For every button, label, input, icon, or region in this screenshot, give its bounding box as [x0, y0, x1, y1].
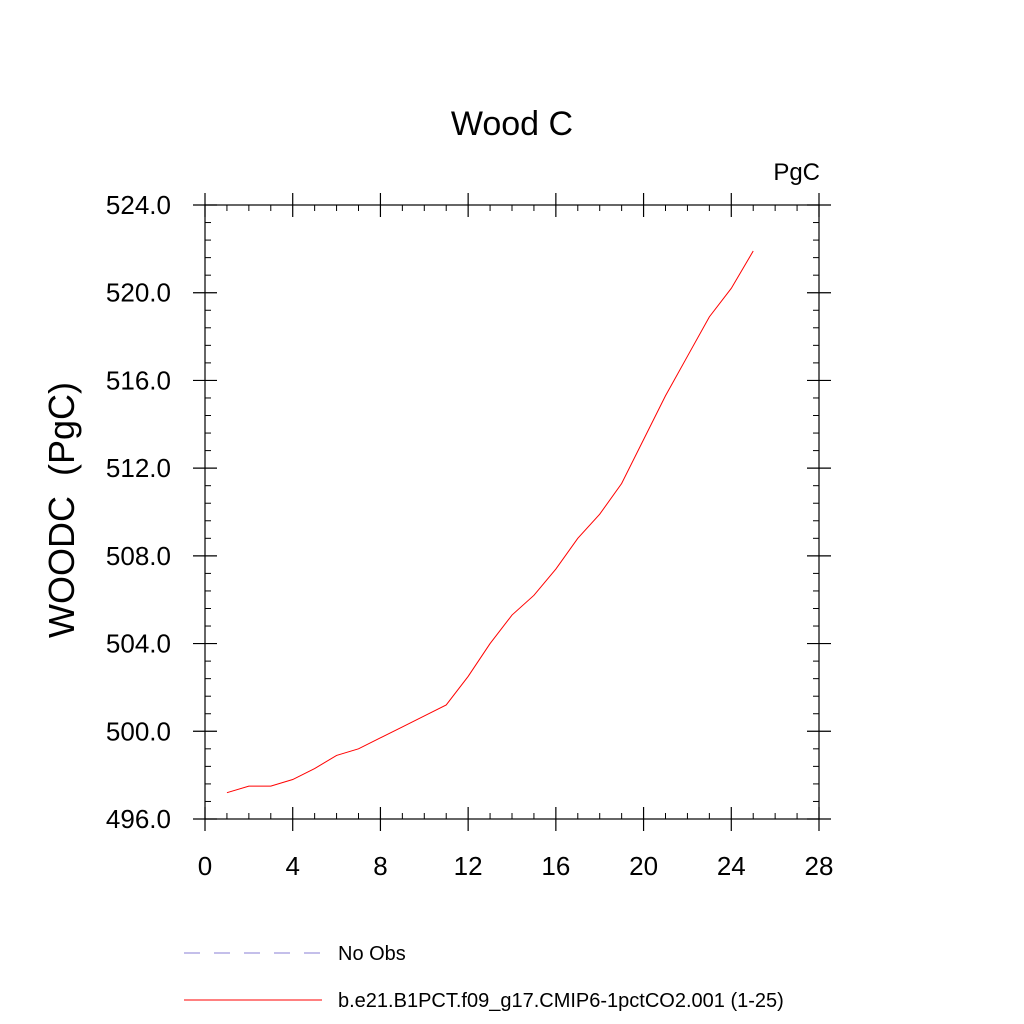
- y-tick-label: 504.0: [106, 629, 171, 659]
- y-tick-label: 520.0: [106, 278, 171, 308]
- x-tick-label: 28: [805, 851, 834, 881]
- series-layer: [226, 250, 754, 794]
- x-tick-label: 20: [629, 851, 658, 881]
- y-axis-label: WOODC (PgC): [41, 382, 82, 638]
- major-ticks: [193, 193, 831, 831]
- y-tick-label: 524.0: [106, 190, 171, 220]
- minor-ticks: [205, 205, 819, 819]
- y-tick-label: 500.0: [106, 716, 171, 746]
- units-label: PgC: [773, 159, 820, 186]
- x-tick-label: 24: [717, 851, 746, 881]
- y-tick-labels: 496.0 500.0 504.0 508.0 512.0 516.0 520.0 524.0: [106, 190, 171, 834]
- series-line: [226, 250, 754, 794]
- legend-label: No Obs: [338, 943, 406, 965]
- y-tick-label: 508.0: [106, 541, 171, 571]
- plot-frame: [204, 204, 820, 820]
- chart-title: Wood C: [451, 105, 573, 143]
- y-tick-label: 512.0: [106, 453, 171, 483]
- x-tick-label: 12: [454, 851, 483, 881]
- y-tick-label: 496.0: [106, 804, 171, 834]
- x-tick-label: 0: [198, 851, 212, 881]
- x-tick-labels: 0 4 8 12 16 20 24 28: [198, 851, 834, 881]
- x-tick-label: 4: [285, 851, 299, 881]
- x-tick-label: 8: [373, 851, 387, 881]
- legend: No Obs b.e21.B1PCT.f09_g17.CMIP6-1pctCO2.…: [184, 943, 784, 1012]
- x-tick-label: 16: [541, 851, 570, 881]
- y-tick-label: 516.0: [106, 365, 171, 395]
- legend-label: b.e21.B1PCT.f09_g17.CMIP6-1pctCO2.001 (1…: [338, 990, 784, 1012]
